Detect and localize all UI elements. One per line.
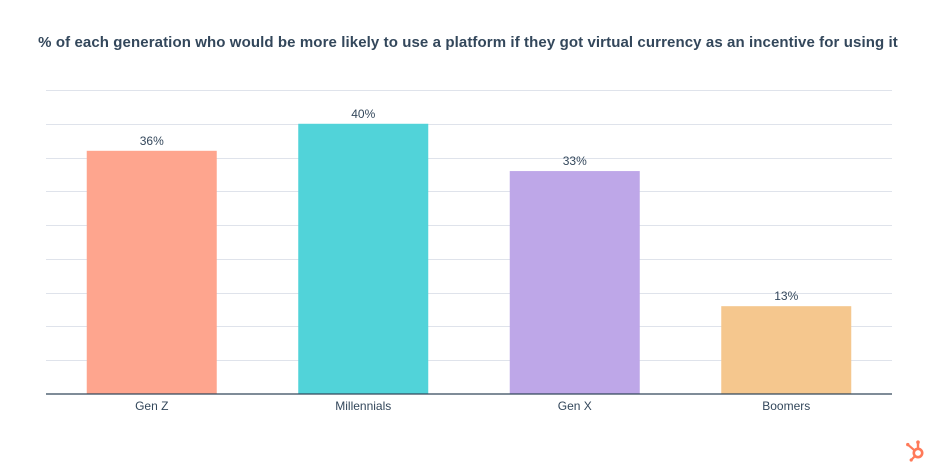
x-tick-label: Gen Z — [135, 399, 168, 413]
data-labels: 36% 40% 33% 13% — [140, 107, 799, 303]
chart-title: % of each generation who would be more l… — [38, 34, 898, 51]
x-tick-label: Gen X — [558, 399, 592, 413]
hubspot-sprocket-icon — [906, 440, 924, 462]
bar-gen-z — [86, 150, 217, 394]
x-tick-label: Millennials — [335, 399, 391, 413]
x-tick-labels: Gen Z Millennials Gen X Boomers — [135, 399, 810, 413]
bar-boomers — [721, 306, 852, 394]
bar-gen-x — [509, 171, 640, 394]
data-label: 36% — [140, 134, 164, 148]
data-label: 40% — [351, 107, 375, 121]
data-label: 13% — [774, 289, 798, 303]
x-tick-label: Boomers — [762, 399, 810, 413]
data-label: 33% — [563, 154, 587, 168]
gridlines — [46, 90, 892, 361]
bars — [86, 123, 852, 395]
bar-millennials — [298, 123, 429, 395]
